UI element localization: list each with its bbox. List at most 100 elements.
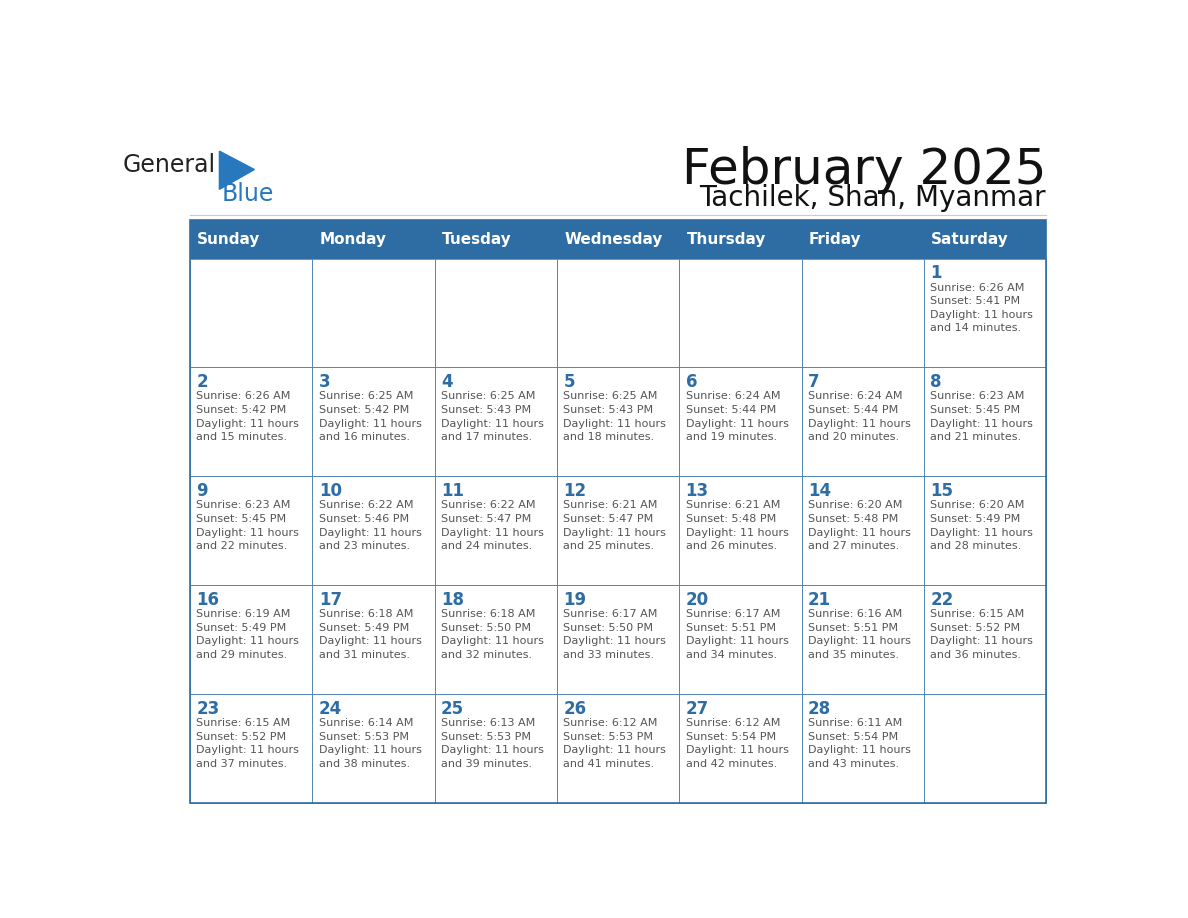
FancyBboxPatch shape xyxy=(312,259,435,367)
Text: 20: 20 xyxy=(685,591,709,609)
Text: 6: 6 xyxy=(685,373,697,391)
Text: 24: 24 xyxy=(318,700,342,718)
Text: Sunrise: 6:24 AM
Sunset: 5:44 PM
Daylight: 11 hours
and 20 minutes.: Sunrise: 6:24 AM Sunset: 5:44 PM Dayligh… xyxy=(808,391,911,442)
FancyBboxPatch shape xyxy=(435,367,557,476)
Text: 25: 25 xyxy=(441,700,465,718)
Text: Sunrise: 6:16 AM
Sunset: 5:51 PM
Daylight: 11 hours
and 35 minutes.: Sunrise: 6:16 AM Sunset: 5:51 PM Dayligh… xyxy=(808,610,911,660)
FancyBboxPatch shape xyxy=(190,219,1047,259)
Text: Sunrise: 6:11 AM
Sunset: 5:54 PM
Daylight: 11 hours
and 43 minutes.: Sunrise: 6:11 AM Sunset: 5:54 PM Dayligh… xyxy=(808,718,911,769)
Text: Sunrise: 6:23 AM
Sunset: 5:45 PM
Daylight: 11 hours
and 21 minutes.: Sunrise: 6:23 AM Sunset: 5:45 PM Dayligh… xyxy=(930,391,1034,442)
FancyBboxPatch shape xyxy=(802,585,924,694)
Text: Sunrise: 6:20 AM
Sunset: 5:49 PM
Daylight: 11 hours
and 28 minutes.: Sunrise: 6:20 AM Sunset: 5:49 PM Dayligh… xyxy=(930,500,1034,551)
Text: 8: 8 xyxy=(930,373,942,391)
FancyBboxPatch shape xyxy=(435,585,557,694)
Text: 5: 5 xyxy=(563,373,575,391)
FancyBboxPatch shape xyxy=(312,367,435,476)
FancyBboxPatch shape xyxy=(190,476,312,585)
Text: Sunrise: 6:24 AM
Sunset: 5:44 PM
Daylight: 11 hours
and 19 minutes.: Sunrise: 6:24 AM Sunset: 5:44 PM Dayligh… xyxy=(685,391,789,442)
FancyBboxPatch shape xyxy=(312,476,435,585)
Text: Sunrise: 6:15 AM
Sunset: 5:52 PM
Daylight: 11 hours
and 37 minutes.: Sunrise: 6:15 AM Sunset: 5:52 PM Dayligh… xyxy=(196,718,299,769)
Text: 1: 1 xyxy=(930,264,942,282)
Text: 26: 26 xyxy=(563,700,587,718)
FancyBboxPatch shape xyxy=(435,259,557,367)
Text: Sunrise: 6:17 AM
Sunset: 5:50 PM
Daylight: 11 hours
and 33 minutes.: Sunrise: 6:17 AM Sunset: 5:50 PM Dayligh… xyxy=(563,610,666,660)
Text: Saturday: Saturday xyxy=(931,231,1009,247)
Text: 2: 2 xyxy=(196,373,208,391)
Text: Sunrise: 6:17 AM
Sunset: 5:51 PM
Daylight: 11 hours
and 34 minutes.: Sunrise: 6:17 AM Sunset: 5:51 PM Dayligh… xyxy=(685,610,789,660)
Text: 10: 10 xyxy=(318,482,342,500)
Text: 27: 27 xyxy=(685,700,709,718)
Text: 21: 21 xyxy=(808,591,832,609)
FancyBboxPatch shape xyxy=(680,694,802,803)
Text: 28: 28 xyxy=(808,700,832,718)
Text: Friday: Friday xyxy=(809,231,861,247)
Text: 18: 18 xyxy=(441,591,465,609)
Text: Sunrise: 6:18 AM
Sunset: 5:49 PM
Daylight: 11 hours
and 31 minutes.: Sunrise: 6:18 AM Sunset: 5:49 PM Dayligh… xyxy=(318,610,422,660)
Text: 23: 23 xyxy=(196,700,220,718)
Text: Sunrise: 6:12 AM
Sunset: 5:54 PM
Daylight: 11 hours
and 42 minutes.: Sunrise: 6:12 AM Sunset: 5:54 PM Dayligh… xyxy=(685,718,789,769)
Polygon shape xyxy=(220,151,254,189)
Text: 15: 15 xyxy=(930,482,953,500)
Text: 3: 3 xyxy=(318,373,330,391)
Text: Sunrise: 6:25 AM
Sunset: 5:43 PM
Daylight: 11 hours
and 17 minutes.: Sunrise: 6:25 AM Sunset: 5:43 PM Dayligh… xyxy=(441,391,544,442)
FancyBboxPatch shape xyxy=(924,585,1047,694)
Text: 4: 4 xyxy=(441,373,453,391)
Text: 17: 17 xyxy=(318,591,342,609)
FancyBboxPatch shape xyxy=(680,585,802,694)
Text: General: General xyxy=(122,152,216,176)
FancyBboxPatch shape xyxy=(435,694,557,803)
FancyBboxPatch shape xyxy=(557,367,680,476)
Text: Wednesday: Wednesday xyxy=(564,231,663,247)
Text: Thursday: Thursday xyxy=(687,231,766,247)
Text: 11: 11 xyxy=(441,482,465,500)
Text: Sunrise: 6:26 AM
Sunset: 5:42 PM
Daylight: 11 hours
and 15 minutes.: Sunrise: 6:26 AM Sunset: 5:42 PM Dayligh… xyxy=(196,391,299,442)
FancyBboxPatch shape xyxy=(802,259,924,367)
Text: 13: 13 xyxy=(685,482,709,500)
FancyBboxPatch shape xyxy=(312,694,435,803)
FancyBboxPatch shape xyxy=(802,476,924,585)
FancyBboxPatch shape xyxy=(680,367,802,476)
FancyBboxPatch shape xyxy=(802,694,924,803)
Text: Blue: Blue xyxy=(221,183,273,207)
FancyBboxPatch shape xyxy=(924,259,1047,367)
FancyBboxPatch shape xyxy=(557,585,680,694)
Text: Sunrise: 6:14 AM
Sunset: 5:53 PM
Daylight: 11 hours
and 38 minutes.: Sunrise: 6:14 AM Sunset: 5:53 PM Dayligh… xyxy=(318,718,422,769)
Text: Sunrise: 6:19 AM
Sunset: 5:49 PM
Daylight: 11 hours
and 29 minutes.: Sunrise: 6:19 AM Sunset: 5:49 PM Dayligh… xyxy=(196,610,299,660)
Text: Sunrise: 6:22 AM
Sunset: 5:47 PM
Daylight: 11 hours
and 24 minutes.: Sunrise: 6:22 AM Sunset: 5:47 PM Dayligh… xyxy=(441,500,544,551)
Text: 7: 7 xyxy=(808,373,820,391)
Text: 16: 16 xyxy=(196,591,220,609)
Text: February 2025: February 2025 xyxy=(682,145,1047,194)
FancyBboxPatch shape xyxy=(557,694,680,803)
FancyBboxPatch shape xyxy=(680,259,802,367)
FancyBboxPatch shape xyxy=(190,585,312,694)
Text: Sunrise: 6:15 AM
Sunset: 5:52 PM
Daylight: 11 hours
and 36 minutes.: Sunrise: 6:15 AM Sunset: 5:52 PM Dayligh… xyxy=(930,610,1034,660)
FancyBboxPatch shape xyxy=(924,476,1047,585)
Text: Sunrise: 6:22 AM
Sunset: 5:46 PM
Daylight: 11 hours
and 23 minutes.: Sunrise: 6:22 AM Sunset: 5:46 PM Dayligh… xyxy=(318,500,422,551)
FancyBboxPatch shape xyxy=(190,259,312,367)
Text: Sunrise: 6:25 AM
Sunset: 5:43 PM
Daylight: 11 hours
and 18 minutes.: Sunrise: 6:25 AM Sunset: 5:43 PM Dayligh… xyxy=(563,391,666,442)
Text: 14: 14 xyxy=(808,482,832,500)
FancyBboxPatch shape xyxy=(680,476,802,585)
Text: Sunrise: 6:13 AM
Sunset: 5:53 PM
Daylight: 11 hours
and 39 minutes.: Sunrise: 6:13 AM Sunset: 5:53 PM Dayligh… xyxy=(441,718,544,769)
Text: Sunrise: 6:21 AM
Sunset: 5:48 PM
Daylight: 11 hours
and 26 minutes.: Sunrise: 6:21 AM Sunset: 5:48 PM Dayligh… xyxy=(685,500,789,551)
FancyBboxPatch shape xyxy=(190,694,312,803)
Text: 12: 12 xyxy=(563,482,587,500)
Text: 19: 19 xyxy=(563,591,587,609)
Text: 22: 22 xyxy=(930,591,954,609)
FancyBboxPatch shape xyxy=(190,367,312,476)
Text: 9: 9 xyxy=(196,482,208,500)
Text: Sunday: Sunday xyxy=(197,231,260,247)
Text: Sunrise: 6:26 AM
Sunset: 5:41 PM
Daylight: 11 hours
and 14 minutes.: Sunrise: 6:26 AM Sunset: 5:41 PM Dayligh… xyxy=(930,283,1034,333)
FancyBboxPatch shape xyxy=(802,367,924,476)
Text: Sunrise: 6:25 AM
Sunset: 5:42 PM
Daylight: 11 hours
and 16 minutes.: Sunrise: 6:25 AM Sunset: 5:42 PM Dayligh… xyxy=(318,391,422,442)
Text: Sunrise: 6:12 AM
Sunset: 5:53 PM
Daylight: 11 hours
and 41 minutes.: Sunrise: 6:12 AM Sunset: 5:53 PM Dayligh… xyxy=(563,718,666,769)
FancyBboxPatch shape xyxy=(924,694,1047,803)
Text: Sunrise: 6:21 AM
Sunset: 5:47 PM
Daylight: 11 hours
and 25 minutes.: Sunrise: 6:21 AM Sunset: 5:47 PM Dayligh… xyxy=(563,500,666,551)
FancyBboxPatch shape xyxy=(435,476,557,585)
Text: Tachilek, Shan, Myanmar: Tachilek, Shan, Myanmar xyxy=(700,185,1047,212)
Text: Tuesday: Tuesday xyxy=(442,231,512,247)
Text: Sunrise: 6:20 AM
Sunset: 5:48 PM
Daylight: 11 hours
and 27 minutes.: Sunrise: 6:20 AM Sunset: 5:48 PM Dayligh… xyxy=(808,500,911,551)
FancyBboxPatch shape xyxy=(312,585,435,694)
FancyBboxPatch shape xyxy=(557,476,680,585)
Text: Sunrise: 6:18 AM
Sunset: 5:50 PM
Daylight: 11 hours
and 32 minutes.: Sunrise: 6:18 AM Sunset: 5:50 PM Dayligh… xyxy=(441,610,544,660)
